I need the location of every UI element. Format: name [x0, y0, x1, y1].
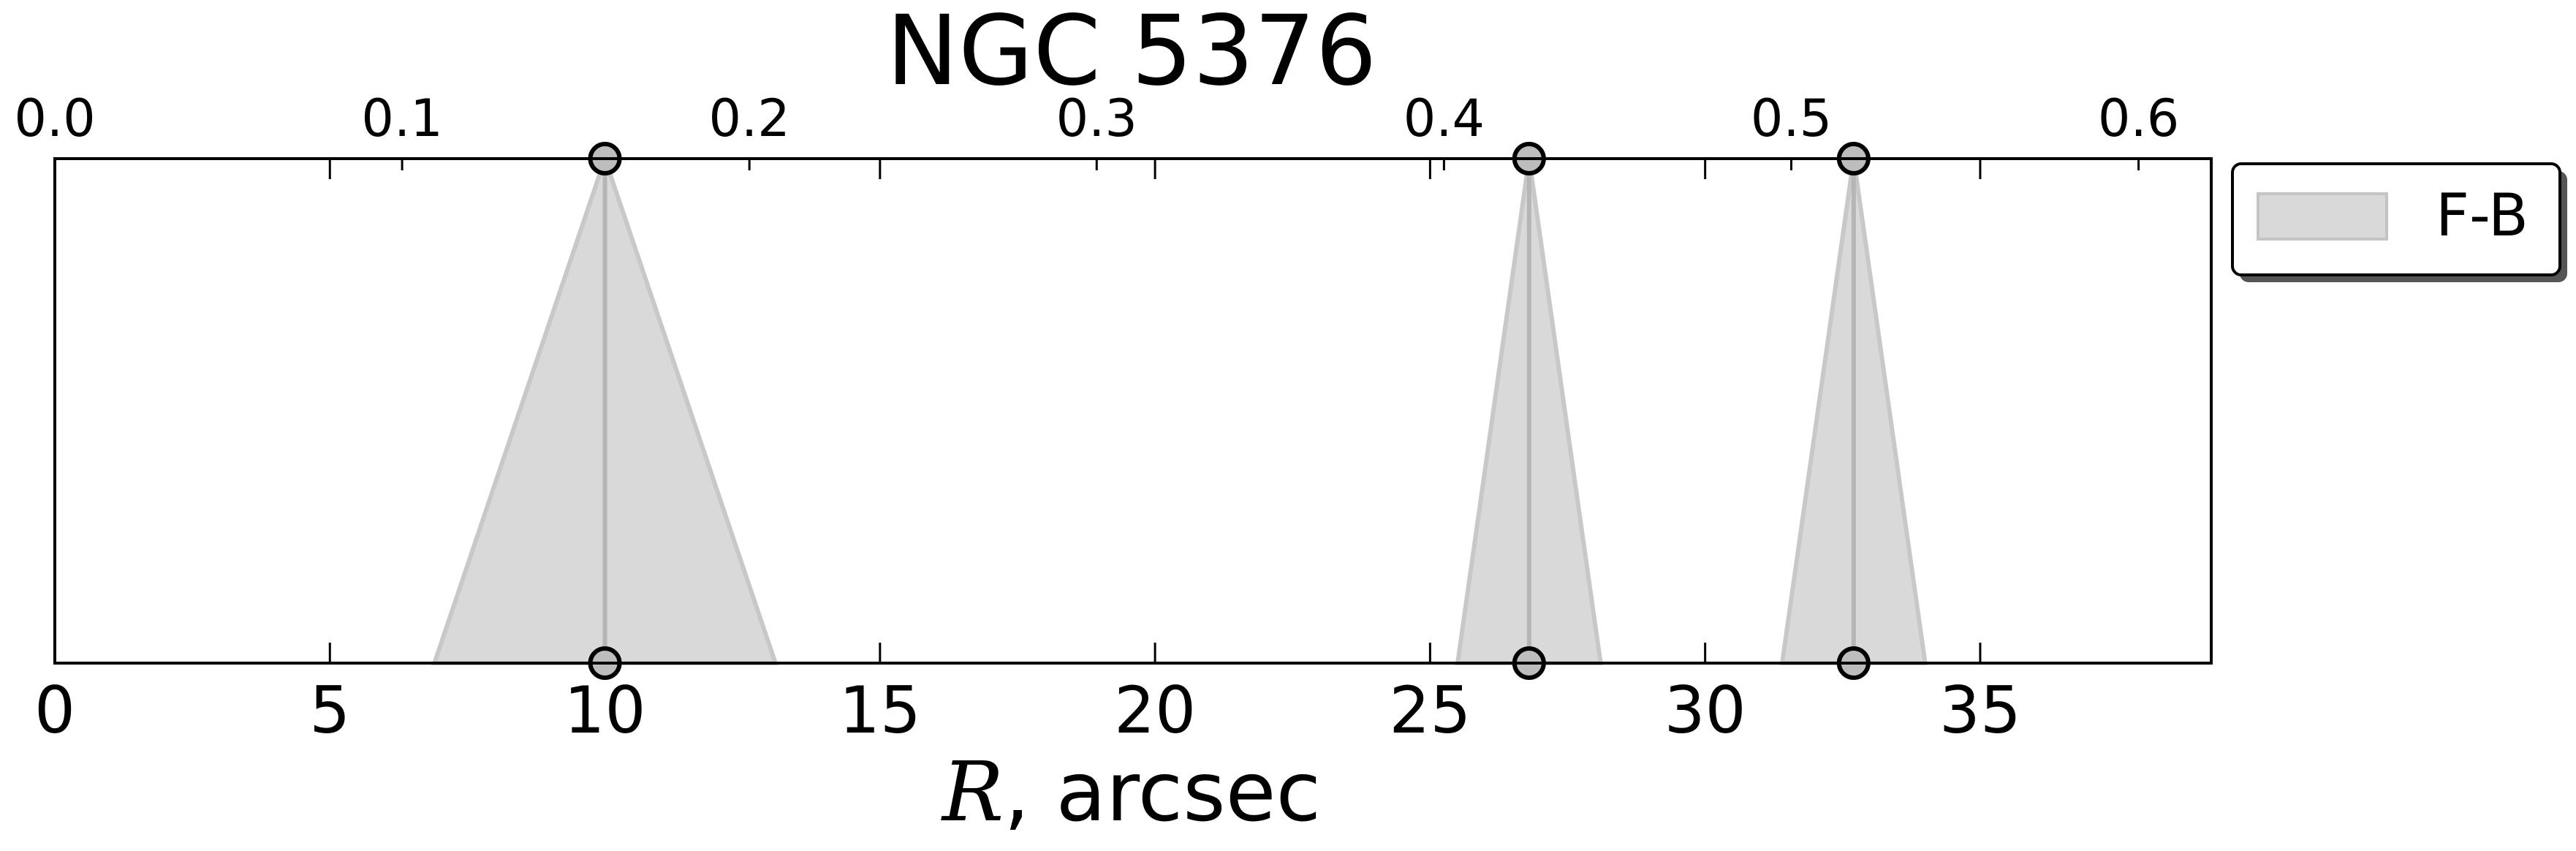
x-axis-label: R, arcsec	[941, 745, 1321, 840]
legend-label: F-B	[2436, 181, 2528, 249]
x-axis-label-symbol: R	[941, 745, 1004, 840]
top-axis-ticks: 0.0 0.1 0.2 0.3 0.4 0.5 0.6	[14, 88, 2179, 170]
top-tick-label: 0.0	[14, 88, 95, 148]
bottom-tick-label: 10	[564, 673, 646, 748]
bottom-tick-label: 15	[839, 673, 921, 748]
top-tick-label: 0.4	[1403, 88, 1485, 148]
top-tick-label: 0.6	[2098, 88, 2179, 148]
top-tick-label: 0.5	[1751, 88, 1832, 148]
top-tick-label: 0.1	[361, 88, 442, 148]
bottom-tick-label: 25	[1389, 673, 1471, 748]
bottom-axis-ticks: 0 5 10 15 20 25 30 35	[34, 159, 2021, 748]
top-tick-label: 0.2	[709, 88, 790, 148]
bottom-tick-label: 5	[309, 673, 350, 748]
chart-title: NGC 5376	[886, 0, 1376, 107]
bottom-tick-label: 35	[1939, 673, 2021, 748]
top-tick-label: 0.3	[1056, 88, 1137, 148]
legend: F-B	[2231, 162, 2567, 282]
legend-swatch	[2257, 192, 2388, 241]
data-marks	[431, 142, 1928, 680]
x-axis-label-unit: , arcsec	[1004, 745, 1321, 840]
bottom-tick-label: 30	[1664, 673, 1746, 748]
plot-area	[53, 142, 2213, 680]
bottom-tick-label: 20	[1114, 673, 1196, 748]
bottom-tick-label: 0	[34, 673, 75, 748]
legend-box	[2231, 162, 2561, 276]
plot-frame	[53, 157, 2213, 665]
